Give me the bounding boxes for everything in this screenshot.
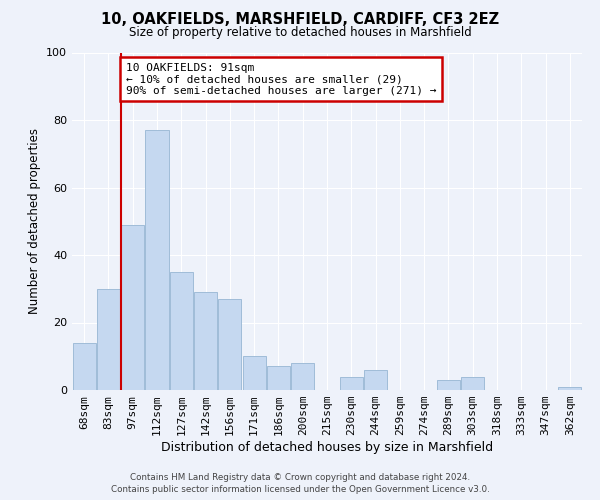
Text: 10 OAKFIELDS: 91sqm
← 10% of detached houses are smaller (29)
90% of semi-detach: 10 OAKFIELDS: 91sqm ← 10% of detached ho… xyxy=(125,62,436,96)
Bar xyxy=(194,292,217,390)
Bar xyxy=(170,272,193,390)
Bar xyxy=(559,386,581,390)
Bar xyxy=(340,376,363,390)
Bar xyxy=(364,370,387,390)
Text: 10, OAKFIELDS, MARSHFIELD, CARDIFF, CF3 2EZ: 10, OAKFIELDS, MARSHFIELD, CARDIFF, CF3 … xyxy=(101,12,499,28)
Bar xyxy=(73,343,95,390)
Text: Size of property relative to detached houses in Marshfield: Size of property relative to detached ho… xyxy=(128,26,472,39)
Bar xyxy=(97,289,120,390)
X-axis label: Distribution of detached houses by size in Marshfield: Distribution of detached houses by size … xyxy=(161,441,493,454)
Bar xyxy=(218,299,241,390)
Bar xyxy=(267,366,290,390)
Bar xyxy=(461,376,484,390)
Bar xyxy=(145,130,169,390)
Bar xyxy=(437,380,460,390)
Y-axis label: Number of detached properties: Number of detached properties xyxy=(28,128,41,314)
Bar xyxy=(242,356,266,390)
Bar xyxy=(121,224,144,390)
Text: Contains HM Land Registry data © Crown copyright and database right 2024.
Contai: Contains HM Land Registry data © Crown c… xyxy=(110,472,490,494)
Bar xyxy=(291,363,314,390)
